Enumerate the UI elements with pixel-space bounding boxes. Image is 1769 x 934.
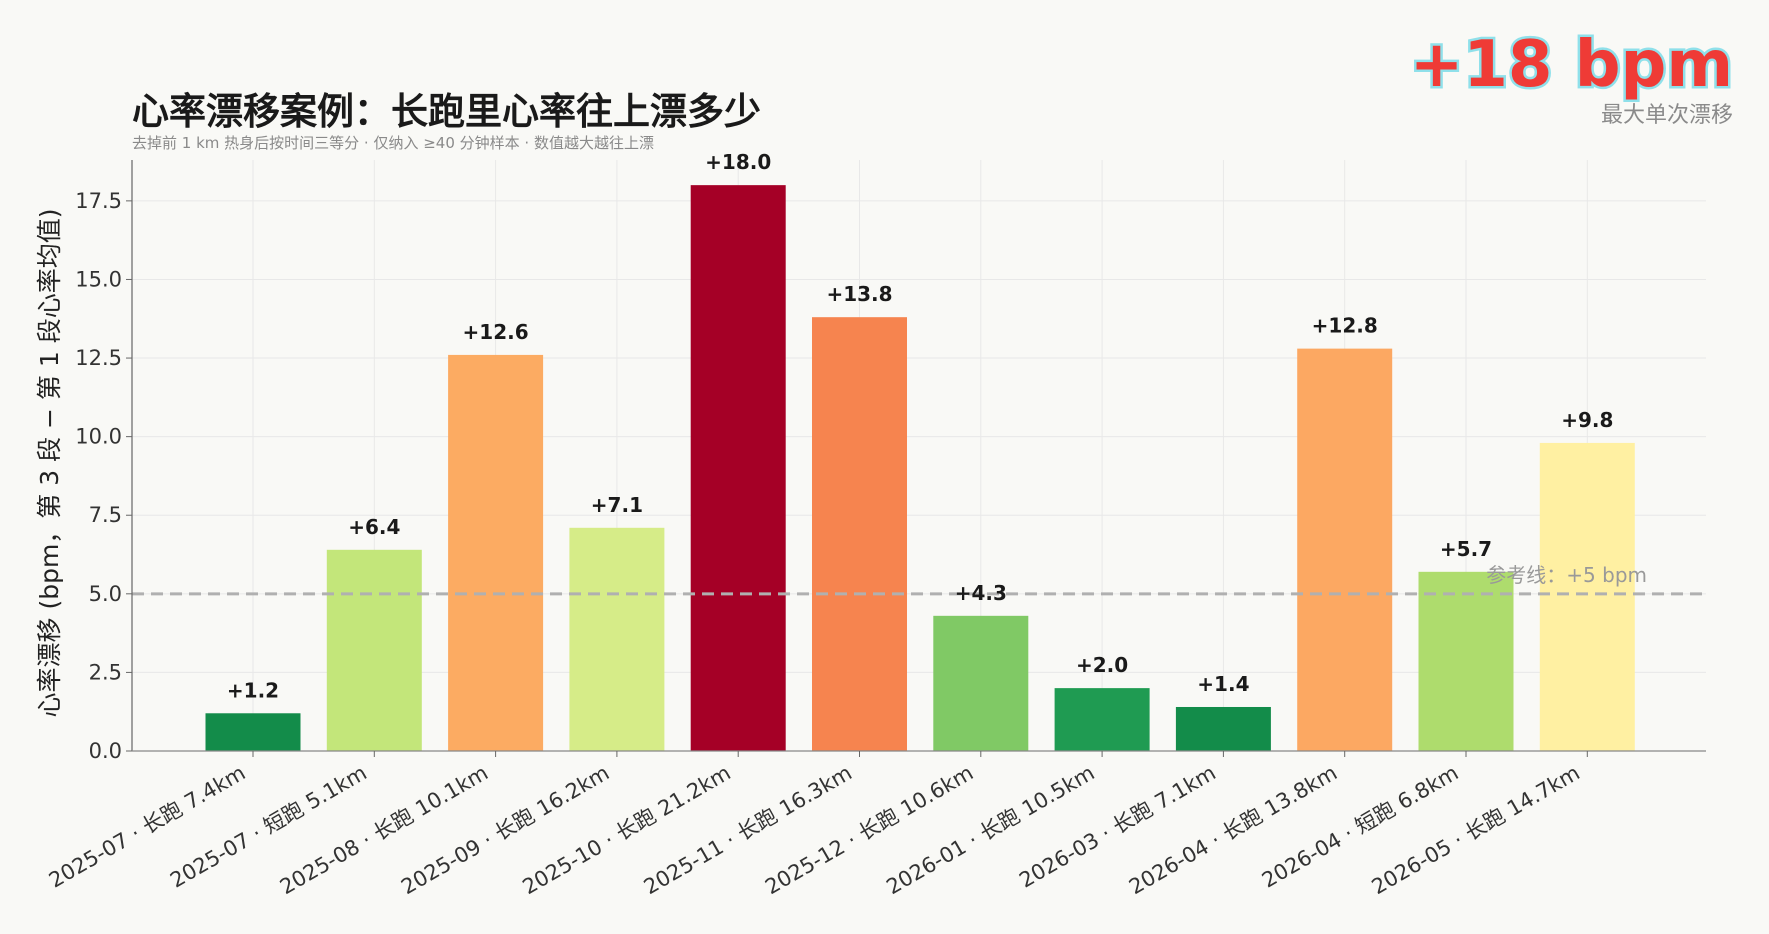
x-tick-label: 2025-10 · 长跑 21.2km [518,761,734,900]
x-tick-label: 2026-01 · 长跑 10.5km [882,761,1098,900]
x-tick-label: 2026-04 · 长跑 13.8km [1125,761,1341,900]
bar-value-label: +6.4 [348,515,400,539]
bar-value-label: +12.8 [1312,314,1378,338]
bar-value-label: +13.8 [826,282,892,306]
y-tick-label: 5.0 [89,582,122,606]
y-tick-label: 10.0 [75,425,122,449]
bar-value-label: +4.3 [955,581,1007,605]
bar [205,713,301,751]
x-tick-label: 2025-11 · 长跑 16.3km [640,761,856,900]
bar [690,185,786,752]
x-tick-label: 2025-07 · 短跑 5.1km [166,761,371,893]
bar [1175,706,1271,751]
bar-value-label: +12.6 [463,320,529,344]
bar [1418,571,1514,751]
reference-line-group: 参考线：+5 bpm [132,563,1706,596]
max-drift-badge-caption: 最大单次漂移 [1601,103,1733,128]
bar-value-label: +1.2 [227,678,279,702]
bar-value-label: +5.7 [1440,537,1492,561]
bar [1297,348,1393,751]
bar-value-label: +9.8 [1561,408,1613,432]
y-tick-label: 12.5 [75,346,122,370]
bar [1054,688,1150,751]
x-tick-label: 2026-05 · 长跑 14.7km [1368,761,1584,900]
x-tick-label: 2025-12 · 长跑 10.6km [761,761,977,900]
bar-value-label: +7.1 [591,493,643,517]
bar [1539,442,1635,751]
y-tick-label: 17.5 [75,189,122,213]
y-tick-label: 15.0 [75,267,122,291]
axes [126,160,1706,757]
bar [569,527,665,751]
x-tick-label: 2026-04 · 短跑 6.8km [1258,761,1463,893]
bar-value-label: +1.4 [1197,672,1249,696]
bar [812,317,907,751]
x-tick-label: 2026-03 · 长跑 7.1km [1015,761,1220,893]
y-tick-label: 2.5 [89,660,122,684]
bar-value-label: +2.0 [1076,653,1128,677]
y-tick-label: 0.0 [89,739,122,763]
y-axis-label: 心率漂移 (bpm，第 3 段 − 第 1 段心率均值) [35,209,64,718]
x-tick-label: 2025-07 · 长跑 7.4km [45,761,250,893]
chart-subtitle: 去掉前 1 km 热身后按时间三等分 · 仅纳入 ≥40 分钟样本 · 数值越大… [132,134,654,152]
bar [933,615,1029,751]
bar-value-label: +18.0 [705,150,771,174]
chart-title: 心率漂移案例：长跑里心率往上漂多少 [132,90,761,133]
x-tick-label: 2025-08 · 长跑 10.1km [276,761,492,900]
bar [326,549,422,751]
bar [448,354,544,751]
bars [205,185,1635,752]
y-tick-label: 7.5 [89,503,122,527]
max-drift-badge-value: +18 bpm [1410,28,1733,102]
reference-line-label: 参考线：+5 bpm [1486,563,1647,587]
x-tick-label: 2025-09 · 长跑 16.2km [397,761,613,900]
